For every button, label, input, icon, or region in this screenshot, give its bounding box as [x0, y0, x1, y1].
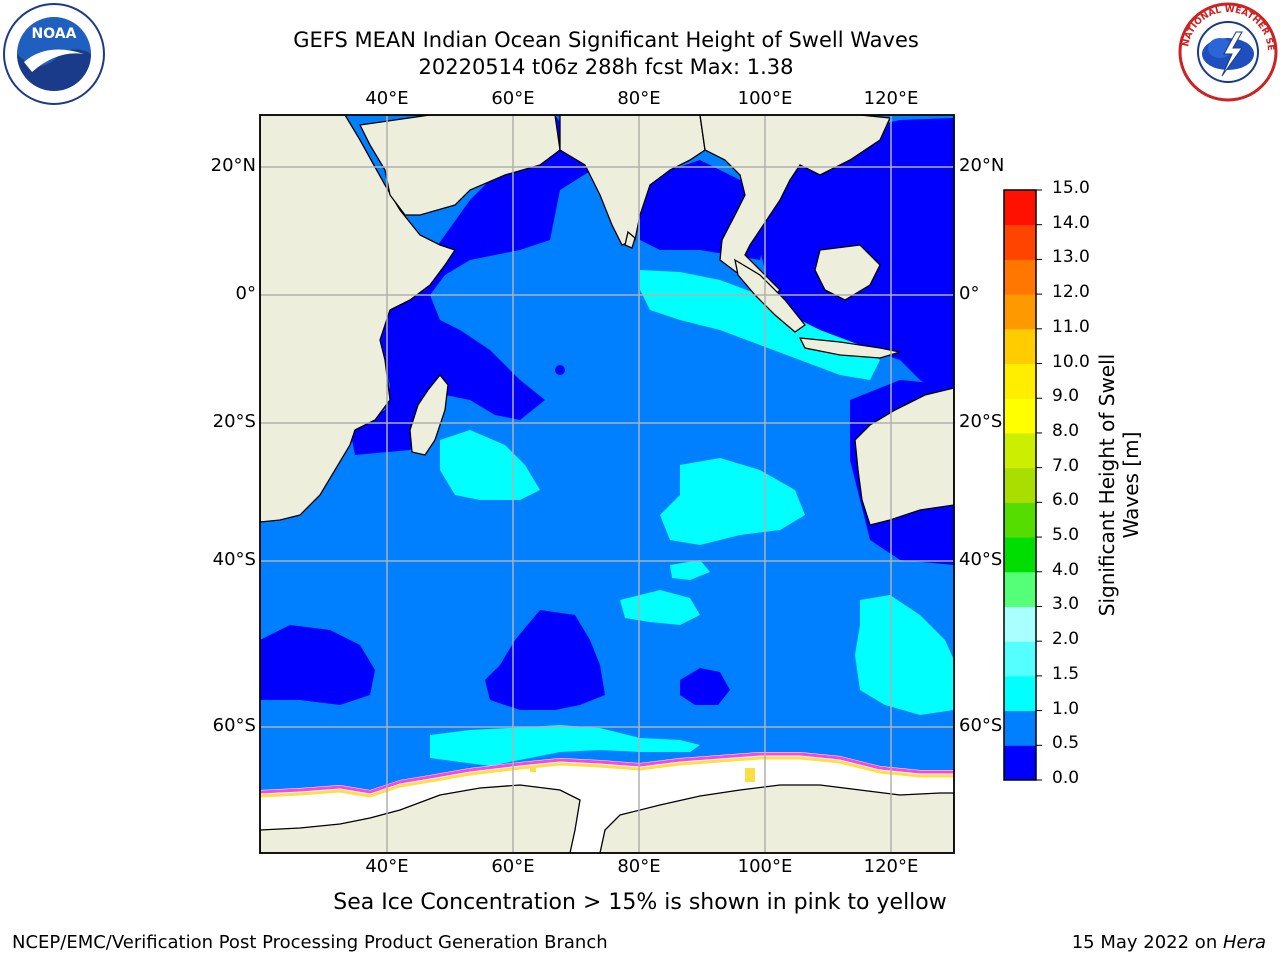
lat-label-right-20s: 20°S — [959, 411, 1003, 432]
colorbar-segment — [1004, 432, 1036, 469]
colorbar-tick-label: 13.0 — [1052, 247, 1090, 268]
colorbar-tick-label: 2.0 — [1052, 629, 1080, 650]
lat-label-left-20s: 20°S — [212, 411, 256, 432]
colorbar — [1003, 189, 1042, 781]
map-frame — [259, 114, 955, 854]
colorbar-frame — [1003, 189, 1037, 781]
footer-left: NCEP/EMC/Verification Post Processing Pr… — [12, 932, 608, 953]
colorbar-label: Significant Height of Swell Waves [m] — [1095, 335, 1145, 635]
colorbar-tick-label: 0.0 — [1052, 768, 1080, 788]
colorbar-segment — [1004, 259, 1036, 295]
colorbar-segment — [1004, 467, 1036, 503]
footer-right: 15 May 2022 on Hera — [1072, 932, 1266, 953]
colorbar-tick-label: 15.0 — [1052, 178, 1090, 198]
lat-label-left-60s: 60°S — [212, 715, 256, 736]
colorbar-tick-label: 5.0 — [1052, 525, 1080, 546]
high-swell-regions — [430, 270, 954, 766]
lat-label-left-40s: 40°S — [212, 549, 256, 570]
colorbar-segment — [1004, 224, 1036, 260]
colorbar-segment — [1004, 190, 1036, 226]
graticule — [260, 115, 954, 853]
lon-label-bottom-40e: 40°E — [365, 856, 409, 877]
lon-label-bottom-120e: 120°E — [863, 856, 919, 877]
colorbar-tick-label: 14.0 — [1052, 212, 1090, 233]
colorbar-tick-label: 8.0 — [1052, 420, 1080, 441]
ice-edge-pink — [260, 752, 954, 794]
colorbar-segment — [1004, 502, 1036, 538]
colorbar-segment — [1004, 537, 1036, 573]
colorbar-segment — [1004, 571, 1036, 607]
sea-ice-caption: Sea Ice Concentration > 15% is shown in … — [333, 890, 947, 915]
colorbar-segment — [1004, 641, 1036, 677]
colorbar-tick-label: 10.0 — [1052, 351, 1090, 372]
colorbar-label-line2: Waves [m] — [1119, 431, 1143, 539]
ice-edge-yellow — [260, 756, 954, 798]
colorbar-segment — [1004, 294, 1036, 330]
lon-label-bottom-80e: 80°E — [617, 856, 661, 877]
noaa-logo: NOAA — [3, 3, 105, 105]
colorbar-tick-label: 12.0 — [1052, 282, 1090, 303]
chart-subtitle: 20220514 t06z 288h fcst Max: 1.38 — [418, 55, 794, 79]
colorbar-tick-label: 4.0 — [1052, 559, 1080, 580]
lon-label-top-80e: 80°E — [617, 88, 661, 109]
lon-label-top-100e: 100°E — [737, 88, 793, 109]
nws-logo: NATIONAL WEATHER SERVICE — [1178, 2, 1278, 102]
noaa-logo-text: NOAA — [32, 26, 77, 42]
colorbar-tick-label: 7.0 — [1052, 455, 1080, 476]
footer-host: Hera — [1222, 932, 1266, 953]
map-area — [260, 115, 954, 853]
lon-label-top-60e: 60°E — [491, 88, 535, 109]
colorbar-segment — [1004, 710, 1036, 746]
colorbar-segment — [1004, 675, 1036, 712]
lat-label-left-0: 0° — [235, 283, 256, 304]
colorbar-tick-label: 1.0 — [1052, 698, 1080, 719]
colorbar-label-line1: Significant Height of Swell — [1095, 353, 1119, 617]
colorbar-segment — [1004, 363, 1036, 399]
colorbar-tick-label: 3.0 — [1052, 594, 1080, 615]
colorbar-tick-label: 11.0 — [1052, 316, 1090, 337]
lon-label-bottom-60e: 60°E — [491, 856, 535, 877]
lat-label-right-40s: 40°S — [959, 549, 1003, 570]
colorbar-tick-label: 6.0 — [1052, 490, 1080, 511]
lat-label-right-0: 0° — [959, 283, 980, 304]
colorbar-tick-label: 9.0 — [1052, 386, 1080, 407]
lat-label-left-20n: 20°N — [210, 155, 256, 176]
colorbar-segment — [1004, 398, 1036, 434]
colorbar-segment — [1004, 606, 1036, 642]
colorbar-segment — [1004, 328, 1036, 365]
colorbar-tick-label: 0.5 — [1052, 733, 1080, 754]
lat-label-right-20n: 20°N — [959, 155, 1005, 176]
lon-label-bottom-100e: 100°E — [737, 856, 793, 877]
footer-date: 15 May 2022 on — [1071, 932, 1223, 953]
lat-label-right-60s: 60°S — [959, 715, 1003, 736]
lon-label-top-40e: 40°E — [365, 88, 409, 109]
lon-label-top-120e: 120°E — [863, 88, 919, 109]
colorbar-tick-label: 1.5 — [1052, 663, 1080, 684]
chart-title: GEFS MEAN Indian Ocean Significant Heigh… — [293, 28, 919, 52]
colorbar-segment — [1004, 745, 1036, 781]
